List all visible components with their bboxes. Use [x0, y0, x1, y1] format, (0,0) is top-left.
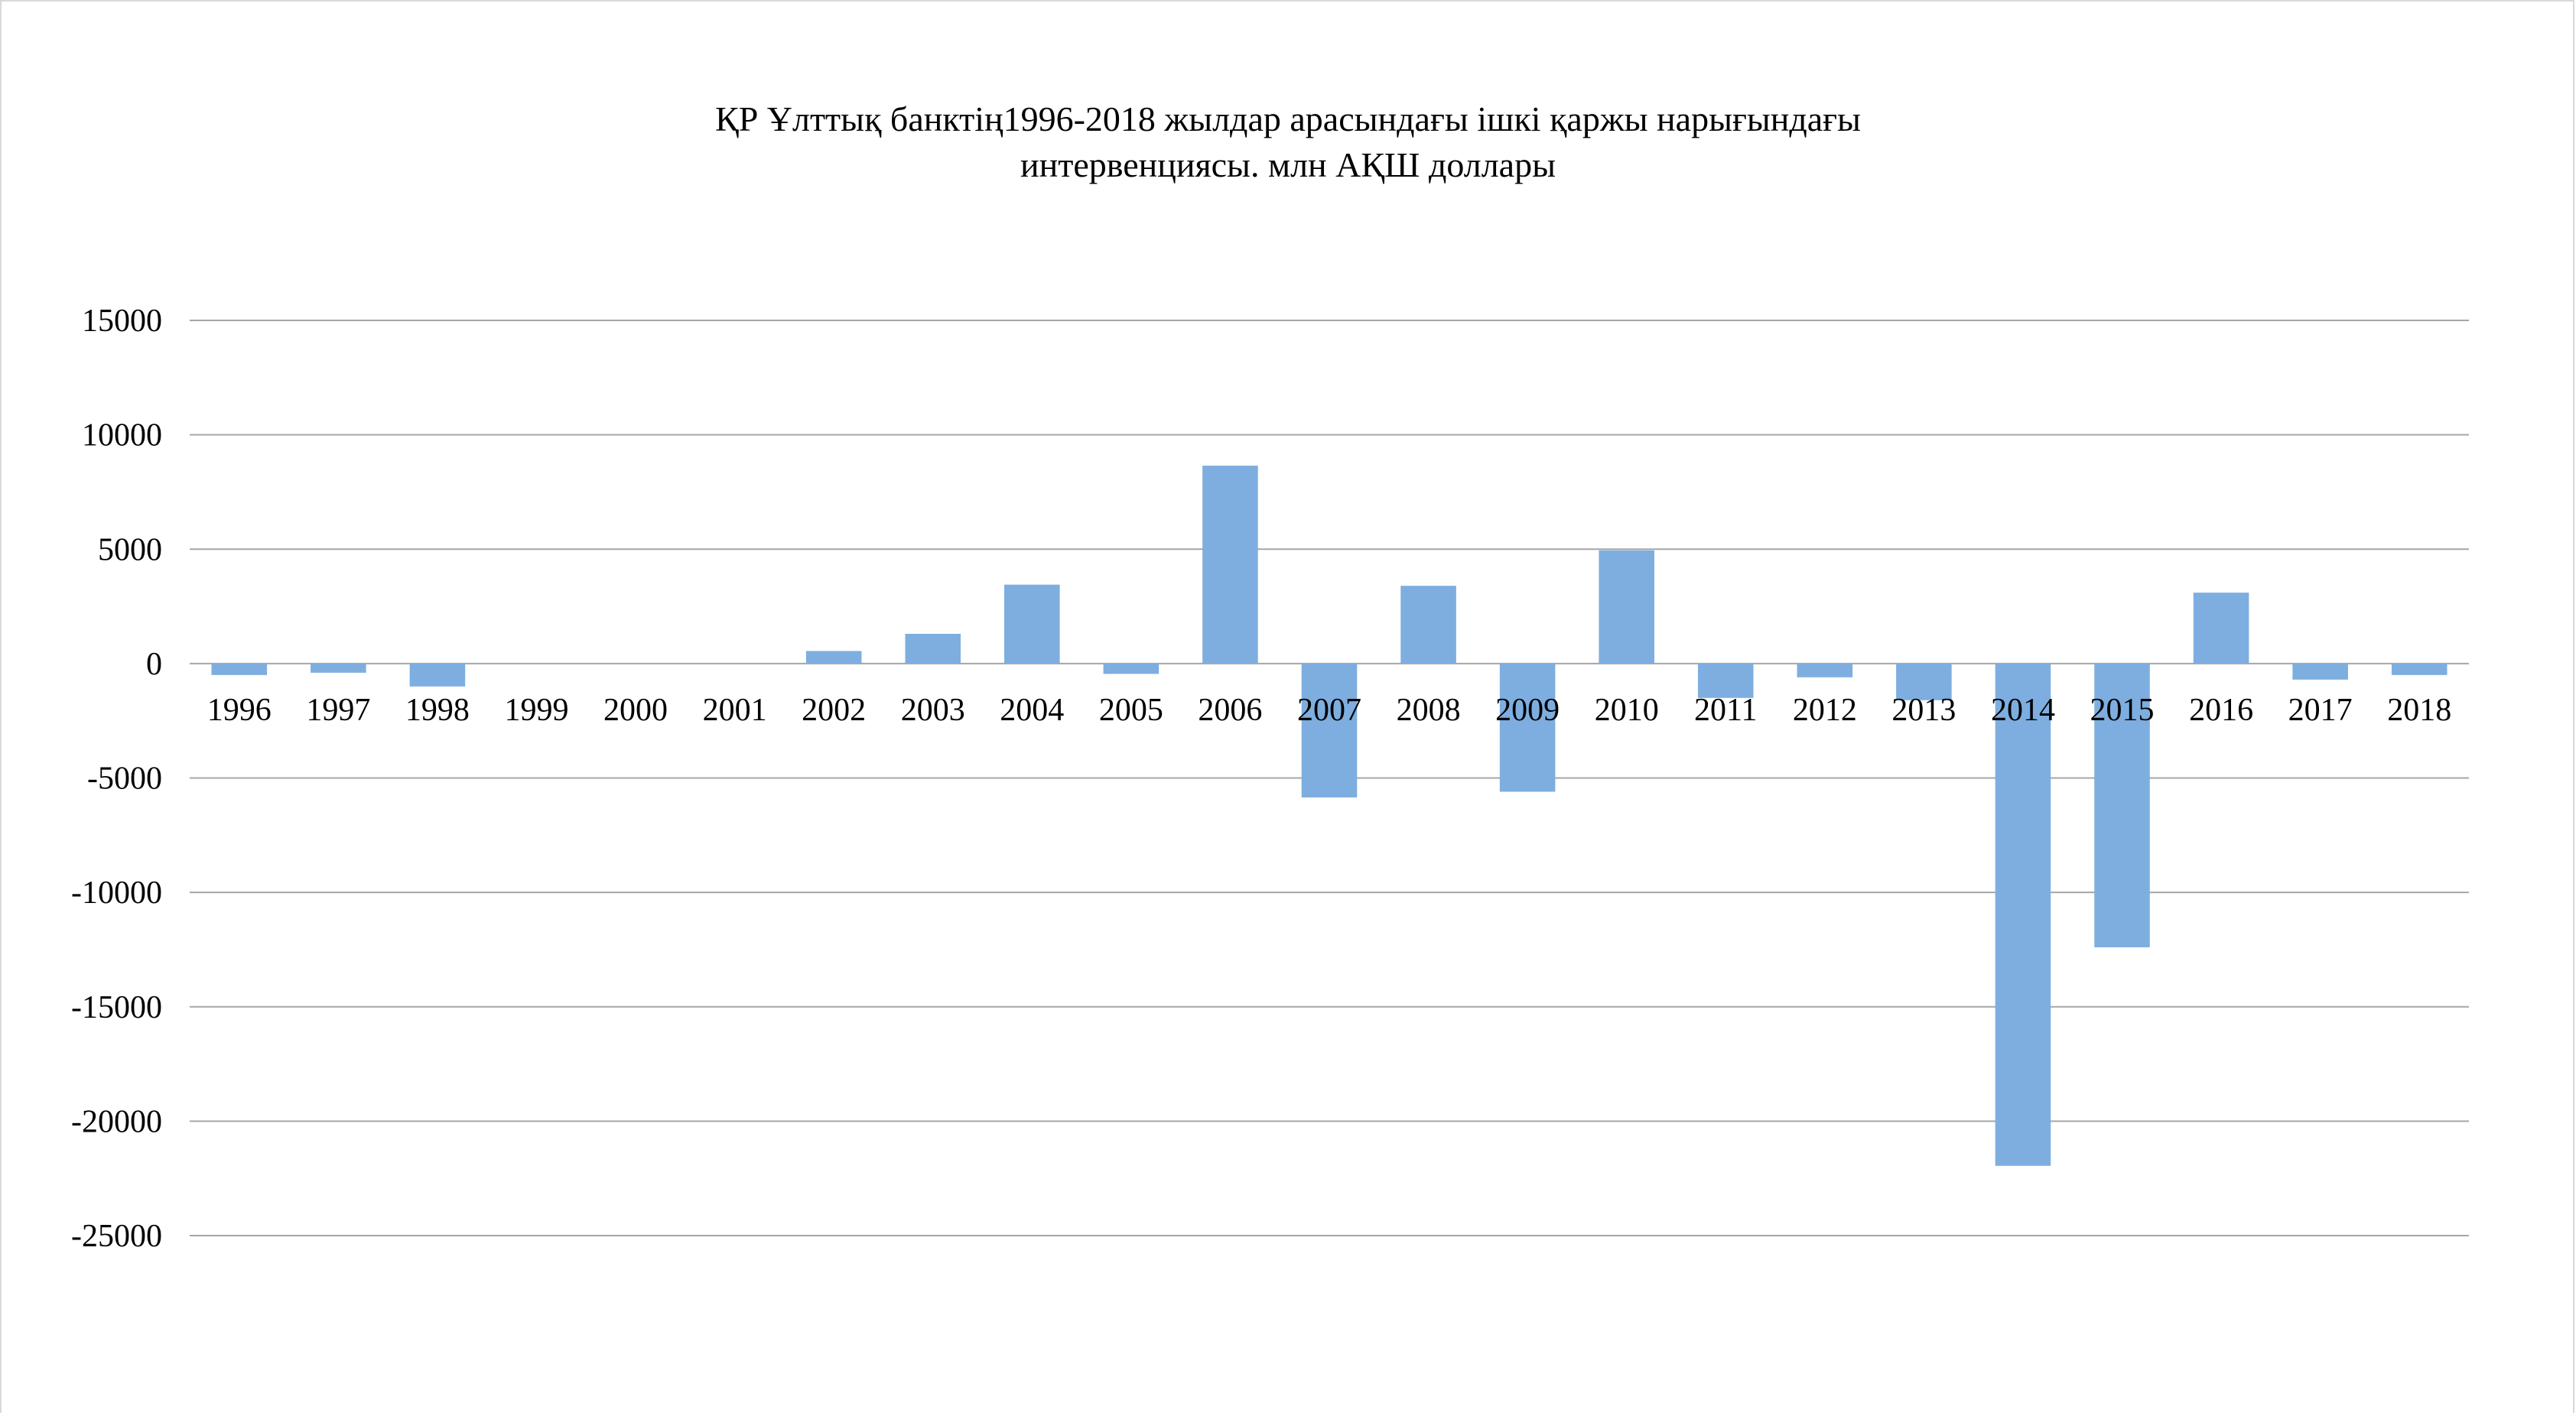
chart-title-line-1: ҚР Ұлттық банктің1996-2018 жылдар арасын… [715, 99, 1861, 138]
bar-1997 [311, 663, 366, 673]
x-axis-tick-labels: 1996 1997 1998 1999 2000 2001 2002 2003 2004 2005… [207, 693, 2451, 728]
chart-title: ҚР Ұлттық банктің1996-2018 жылдар арасын… [0, 96, 2576, 188]
x-tick-label: 2010 [1595, 693, 1659, 728]
x-tick-label: 2012 [1793, 693, 1857, 728]
bar-2011 [1697, 663, 1754, 698]
x-tick-label: 2011 [1694, 693, 1757, 728]
bar-2018 [2391, 663, 2448, 675]
bar-2010 [1599, 550, 1654, 664]
y-axis-tick-labels: 15000 10000 5000 0 -5000 -10000 -15000 -20000 -2… [71, 304, 162, 1254]
x-tick-label: 2001 [703, 693, 767, 728]
y-tick-label: -10000 [71, 875, 162, 911]
bar-1996 [211, 663, 268, 675]
x-tick-label: 2000 [603, 693, 668, 728]
x-tick-label: 2003 [901, 693, 965, 728]
x-tick-label: 1999 [504, 693, 568, 728]
x-tick-label: 1997 [306, 693, 370, 728]
bar-2003 [905, 633, 961, 664]
x-tick-label: 1996 [207, 693, 272, 728]
x-tick-label: 2002 [802, 693, 866, 728]
y-tick-label: 5000 [98, 532, 162, 567]
bar-2013 [1896, 663, 1952, 700]
x-tick-label: 2016 [2189, 693, 2253, 728]
x-tick-label: 2018 [2387, 693, 2451, 728]
x-tick-label: 2013 [1891, 693, 1956, 728]
bar-2017 [2292, 663, 2348, 680]
x-tick-label: 2007 [1297, 693, 1361, 728]
bar-2016 [2193, 593, 2249, 664]
bars [211, 466, 2448, 1166]
x-tick-label: 2006 [1198, 693, 1262, 728]
chart-title-line-2: интервенциясы. млн АҚШ доллары [1020, 145, 1556, 184]
bar-2002 [805, 651, 862, 664]
bar-1998 [409, 663, 466, 687]
bar-2007 [1301, 663, 1358, 797]
x-tick-label: 2017 [2288, 693, 2353, 728]
bar-2009 [1499, 663, 1556, 792]
bar-2004 [1004, 584, 1060, 664]
bar-2015 [2094, 663, 2150, 947]
bar-2008 [1400, 586, 1456, 664]
y-tick-label: -5000 [87, 762, 162, 797]
bar-2014 [1995, 663, 2051, 1166]
y-tick-label: -25000 [71, 1219, 162, 1254]
y-tick-label: 10000 [82, 418, 162, 453]
x-tick-label: 2015 [2090, 693, 2155, 728]
y-tick-label: 15000 [82, 304, 162, 339]
y-tick-label: -15000 [71, 990, 162, 1025]
y-tick-label: -20000 [71, 1104, 162, 1139]
x-tick-label: 2005 [1099, 693, 1163, 728]
x-tick-label: 2008 [1397, 693, 1461, 728]
y-tick-label: 0 [146, 647, 162, 682]
x-tick-label: 2014 [1991, 693, 2055, 728]
bar-2005 [1103, 663, 1160, 674]
bar-2012 [1797, 663, 1853, 677]
x-tick-label: 1998 [405, 693, 470, 728]
bar-2006 [1202, 466, 1258, 664]
x-tick-label: 2009 [1495, 693, 1560, 728]
x-tick-label: 2004 [1000, 693, 1064, 728]
